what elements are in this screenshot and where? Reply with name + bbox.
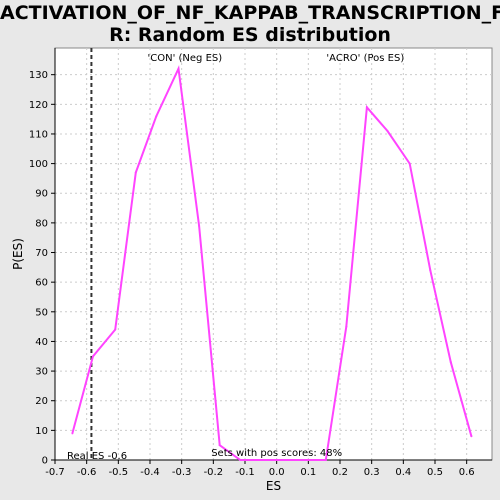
x-tick-label: 0.0	[269, 467, 285, 478]
data-point	[470, 435, 473, 438]
y-tick-label: 80	[35, 218, 48, 229]
y-tick-label: 20	[35, 396, 48, 407]
y-tick-label: 120	[29, 100, 48, 111]
y-tick-label: 130	[29, 70, 48, 81]
x-tick-label: -0.1	[235, 467, 255, 478]
data-point	[324, 459, 327, 461]
y-tick-label: 110	[29, 129, 48, 140]
y-tick-label: 40	[35, 337, 48, 348]
data-point	[345, 325, 348, 328]
data-point	[114, 328, 117, 331]
y-tick-label: 90	[35, 189, 48, 200]
chart-title: ACTIVATION_OF_NF_KAPPAB_TRANSCRIPTION_FA…	[0, 2, 500, 46]
real-es-label: Real ES -0.6	[67, 451, 127, 462]
x-tick-label: 0.5	[427, 467, 443, 478]
plot-area	[54, 47, 493, 461]
pos-es-label: 'ACRO' (Pos ES)	[326, 53, 404, 64]
y-tick-label: 100	[29, 159, 48, 170]
y-tick-label: 10	[35, 426, 48, 437]
pos-scores-label: Sets with pos scores: 48%	[211, 448, 342, 459]
y-tick-label: 0	[42, 456, 48, 467]
axes: 0 10 20 30 40 50 60 70 80 90 100 110 120 130 -0.7 -0.6 -…	[29, 48, 492, 478]
data-point	[280, 459, 283, 461]
data-point	[408, 162, 411, 165]
es-distribution-curve	[71, 65, 473, 461]
data-points	[71, 67, 473, 461]
data-point	[301, 459, 303, 461]
x-tick-label: -0.2	[204, 467, 224, 478]
grid	[54, 48, 492, 461]
x-tick-label: -0.7	[45, 467, 65, 478]
chart-title-line-1: ACTIVATION_OF_NF_KAPPAB_TRANSCRIPTION_FA…	[0, 2, 500, 24]
data-point	[386, 129, 389, 132]
x-tick-label: 0.2	[332, 467, 348, 478]
y-axis-label: P(ES)	[11, 238, 25, 270]
x-tick-label: 0.4	[395, 467, 411, 478]
x-tick-label: 0.6	[459, 467, 475, 478]
data-point	[449, 361, 452, 364]
data-point	[218, 444, 221, 447]
data-point	[239, 459, 242, 461]
data-point	[259, 459, 262, 461]
data-point	[155, 115, 158, 118]
x-tick-label: 0.1	[300, 467, 316, 478]
x-tick-label: -0.3	[172, 467, 192, 478]
y-tick-label: 60	[35, 278, 48, 289]
y-tick-label: 30	[35, 367, 48, 378]
y-tick-label: 50	[35, 307, 48, 318]
data-point	[134, 171, 137, 174]
data-point	[92, 355, 94, 358]
chart-title-line-2: R: Random ES distribution	[109, 24, 391, 46]
data-point	[365, 106, 368, 109]
x-tick-label: -0.6	[77, 467, 97, 478]
neg-es-label: 'CON' (Neg ES)	[148, 53, 223, 64]
x-axis-label: ES	[266, 479, 281, 493]
data-point	[71, 432, 74, 435]
data-point	[198, 224, 201, 227]
x-tick-label: 0.3	[364, 467, 380, 478]
data-point	[429, 269, 432, 272]
y-tick-label: 70	[35, 248, 48, 259]
x-tick-label: -0.4	[140, 467, 160, 478]
x-tick-label: -0.5	[109, 467, 129, 478]
data-point	[177, 67, 180, 70]
